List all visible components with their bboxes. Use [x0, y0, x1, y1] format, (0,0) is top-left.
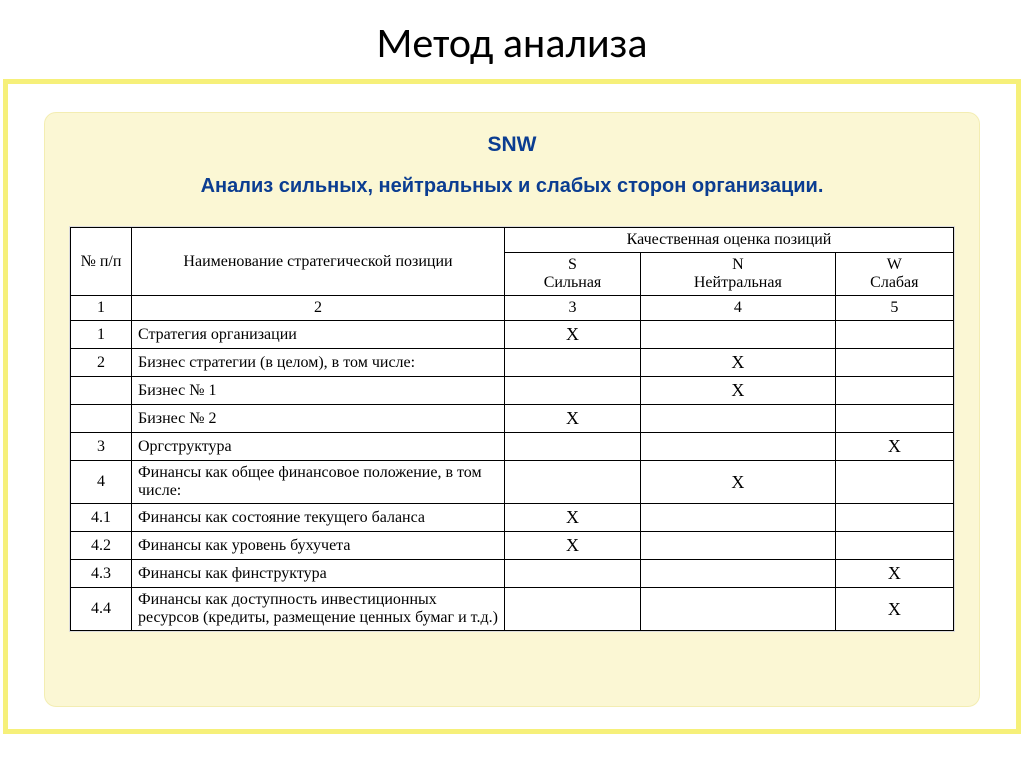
cell-s: [505, 588, 641, 631]
cell-s: X: [505, 405, 641, 433]
cell-s: [505, 349, 641, 377]
slide: Метод анализа SNW Анализ сильных, нейтра…: [0, 0, 1024, 767]
idx-2: 2: [132, 296, 505, 321]
cell-w: X: [835, 433, 953, 461]
cell-name: Оргструктура: [132, 433, 505, 461]
outer-frame: SNW Анализ сильных, нейтральных и слабых…: [3, 79, 1021, 734]
hdr-n-top: N: [647, 256, 829, 274]
hdr-num: № п/п: [71, 228, 132, 296]
cell-n: X: [641, 349, 836, 377]
hdr-n-bot: Нейтральная: [647, 274, 829, 292]
idx-5: 5: [835, 296, 953, 321]
hdr-quality-group: Качественная оценка позиций: [505, 228, 954, 253]
cell-n: [641, 560, 836, 588]
cell-num: 2: [71, 349, 132, 377]
hdr-s-top: S: [511, 256, 634, 274]
hdr-n: N Нейтральная: [641, 253, 836, 296]
cell-name: Стратегия организации: [132, 321, 505, 349]
cell-n: [641, 532, 836, 560]
table-header: № п/п Наименование стратегической позици…: [71, 228, 954, 321]
snw-subtitle: Анализ сильных, нейтральных и слабых сто…: [63, 175, 961, 198]
cell-num: 4.3: [71, 560, 132, 588]
table-row: 4.2Финансы как уровень бухучетаX: [71, 532, 954, 560]
cell-n: [641, 405, 836, 433]
cell-w: [835, 377, 953, 405]
cell-w: [835, 321, 953, 349]
table-row: 4Финансы как общее финансовое положение,…: [71, 461, 954, 504]
table-row: Бизнес № 2X: [71, 405, 954, 433]
cell-s: [505, 433, 641, 461]
hdr-s: S Сильная: [505, 253, 641, 296]
cell-s: X: [505, 321, 641, 349]
cell-name: Бизнес № 1: [132, 377, 505, 405]
cell-num: [71, 377, 132, 405]
cell-name: Финансы как финструктура: [132, 560, 505, 588]
cell-w: [835, 461, 953, 504]
cell-num: 3: [71, 433, 132, 461]
hdr-s-bot: Сильная: [511, 274, 634, 292]
hdr-w-bot: Слабая: [842, 274, 947, 292]
cell-num: 4.1: [71, 504, 132, 532]
slide-title: Метод анализа: [0, 0, 1024, 79]
cell-w: [835, 504, 953, 532]
table-row: 1Стратегия организацииX: [71, 321, 954, 349]
cell-n: X: [641, 377, 836, 405]
cell-num: [71, 405, 132, 433]
hdr-w-top: W: [842, 256, 947, 274]
cell-w: [835, 532, 953, 560]
content-panel: SNW Анализ сильных, нейтральных и слабых…: [44, 112, 980, 707]
cell-num: 4.4: [71, 588, 132, 631]
cell-n: [641, 321, 836, 349]
cell-n: [641, 504, 836, 532]
cell-name: Финансы как состояние текущего баланса: [132, 504, 505, 532]
hdr-w: W Слабая: [835, 253, 953, 296]
cell-s: X: [505, 504, 641, 532]
snw-table: № п/п Наименование стратегической позици…: [70, 227, 954, 631]
table-row: Бизнес № 1 X: [71, 377, 954, 405]
idx-3: 3: [505, 296, 641, 321]
cell-s: [505, 560, 641, 588]
cell-s: [505, 461, 641, 504]
cell-w: [835, 405, 953, 433]
cell-num: 1: [71, 321, 132, 349]
cell-name: Финансы как уровень бухучета: [132, 532, 505, 560]
index-row: 1 2 3 4 5: [71, 296, 954, 321]
cell-num: 4: [71, 461, 132, 504]
table-row: 2Бизнес стратегии (в целом), в том числе…: [71, 349, 954, 377]
cell-name: Бизнес стратегии (в целом), в том числе:: [132, 349, 505, 377]
idx-4: 4: [641, 296, 836, 321]
cell-num: 4.2: [71, 532, 132, 560]
cell-name: Финансы как общее финансовое положение, …: [132, 461, 505, 504]
idx-1: 1: [71, 296, 132, 321]
cell-name: Бизнес № 2: [132, 405, 505, 433]
cell-n: [641, 433, 836, 461]
cell-name: Финансы как доступность инвестиционных р…: [132, 588, 505, 631]
table-row: 3Оргструктура X: [71, 433, 954, 461]
hdr-name: Наименование стратегической позиции: [132, 228, 505, 296]
cell-s: [505, 377, 641, 405]
cell-n: [641, 588, 836, 631]
cell-w: X: [835, 560, 953, 588]
cell-s: X: [505, 532, 641, 560]
cell-w: X: [835, 588, 953, 631]
table-body: 1Стратегия организацииX2Бизнес стратегии…: [71, 321, 954, 631]
cell-w: [835, 349, 953, 377]
table-container: № п/п Наименование стратегической позици…: [69, 226, 955, 632]
table-row: 4.1Финансы как состояние текущего баланс…: [71, 504, 954, 532]
snw-heading: SNW: [63, 133, 961, 157]
table-row: 4.3Финансы как финструктура X: [71, 560, 954, 588]
table-row: 4.4Финансы как доступность инвестиционны…: [71, 588, 954, 631]
cell-n: X: [641, 461, 836, 504]
